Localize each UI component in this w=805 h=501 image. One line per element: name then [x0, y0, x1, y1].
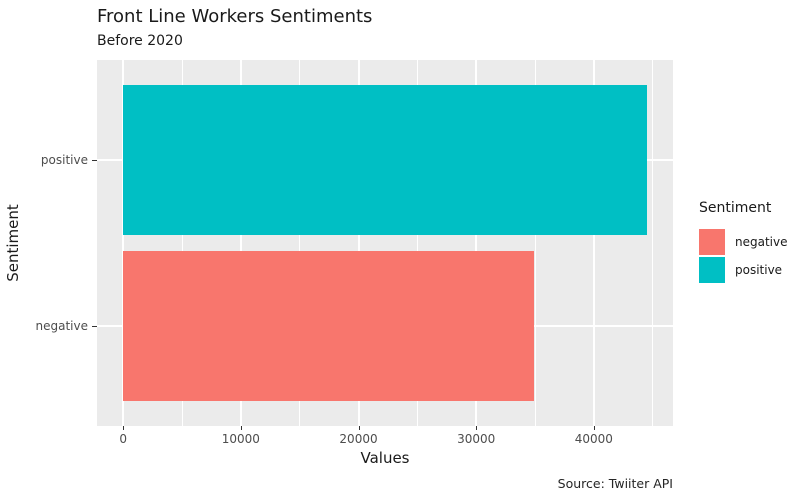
x-axis-tick-label: 10000 [221, 432, 260, 446]
gridline-major [592, 60, 595, 426]
legend-item-positive: positive [699, 256, 787, 283]
legend-swatch-negative [699, 228, 725, 255]
bar-negative [123, 251, 534, 402]
legend-items: negative positive [699, 228, 787, 283]
gridline-minor [534, 60, 536, 426]
x-tick-mark [476, 426, 478, 430]
gridline-major [239, 60, 242, 426]
x-axis-tick-label: 40000 [574, 432, 613, 446]
plot-panel [97, 60, 673, 426]
bar-positive [123, 84, 647, 235]
legend-item-negative: negative [699, 228, 787, 255]
y-axis-title: Sentiment [4, 204, 22, 282]
x-tick-mark [358, 426, 360, 430]
chart-subtitle: Before 2020 [97, 33, 183, 49]
x-tick-mark [240, 426, 242, 430]
gridline-major [357, 60, 360, 426]
x-tick-mark [123, 426, 125, 430]
x-tick-mark [593, 426, 595, 430]
legend-item-label: positive [735, 262, 783, 277]
legend-item-label: negative [735, 234, 788, 249]
x-axis-title: Values [360, 449, 410, 467]
y-tick-mark [92, 159, 97, 161]
gridline-minor [181, 60, 183, 426]
gridline-minor [416, 60, 418, 426]
y-axis-tick-label: negative [35, 319, 88, 334]
chart-title: Front Line Workers Sentiments [97, 6, 373, 27]
chart-caption: Source: Twiiter API [557, 476, 673, 491]
legend-title: Sentiment [699, 200, 772, 216]
y-axis-tick-label: positive [40, 152, 88, 167]
legend-swatch-positive [699, 256, 725, 283]
gridline-major [122, 60, 125, 426]
x-axis-tick-label: 20000 [339, 432, 378, 446]
gridline-minor [299, 60, 301, 426]
y-tick-mark [92, 326, 97, 328]
gridline-minor [652, 60, 654, 426]
gridline-major [475, 60, 478, 426]
x-axis-tick-label: 30000 [457, 432, 496, 446]
x-axis-tick-label: 0 [119, 432, 127, 446]
legend: Sentiment negative positive [699, 200, 787, 284]
